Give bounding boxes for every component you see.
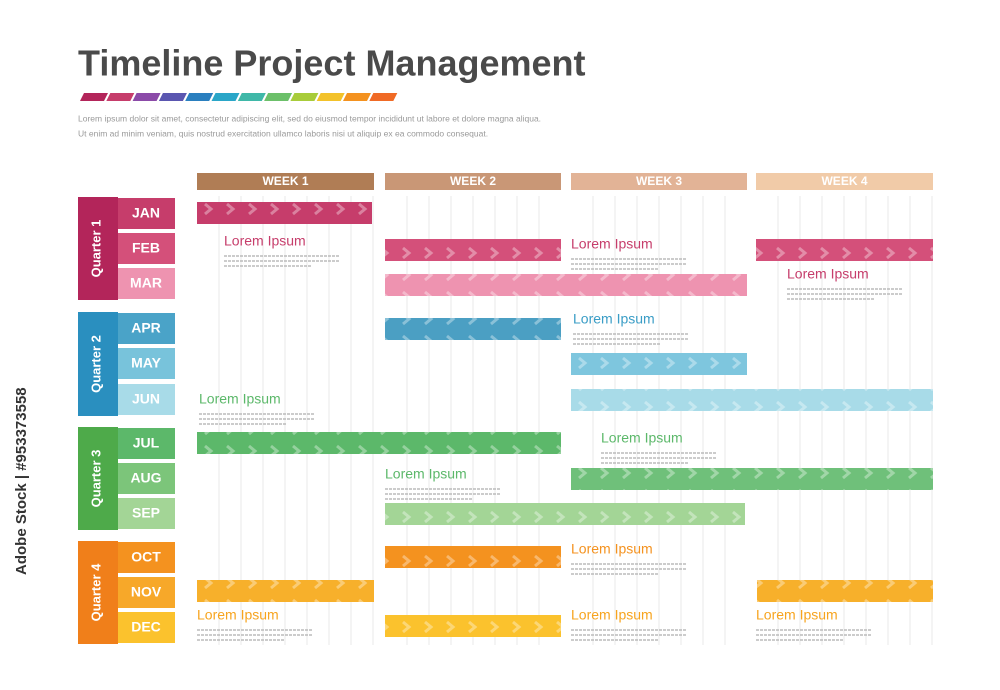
- stripe-segment: [237, 93, 266, 101]
- month-cell: [118, 612, 175, 643]
- stripe-segment: [211, 93, 240, 101]
- note-title: Lorem Ipsum: [197, 607, 279, 623]
- month-label: MAR: [130, 275, 162, 291]
- task-bar-chevrons: [385, 274, 747, 296]
- month-label: DEC: [131, 619, 161, 635]
- quarter-block: [78, 312, 118, 416]
- month-label: OCT: [131, 549, 161, 565]
- month-label: MAY: [131, 355, 161, 371]
- stripe-segment: [316, 93, 345, 101]
- month-cell: [118, 498, 175, 529]
- note-title: Lorem Ipsum: [199, 391, 281, 407]
- month-cell: [118, 198, 175, 229]
- week-header: [571, 173, 747, 190]
- month-cell: [118, 268, 175, 299]
- month-cell: [118, 428, 175, 459]
- quarter-label: Quarter 2: [88, 335, 103, 393]
- description-line: Ut enim ad minim veniam, quis nostrud ex…: [78, 128, 488, 138]
- stripe-segment: [106, 93, 135, 101]
- task-bar-chevrons: [197, 202, 372, 224]
- task-bar-chevrons: [385, 615, 561, 637]
- month-cell: [118, 384, 175, 415]
- stripe-segment: [80, 93, 108, 101]
- quarter-block: [78, 541, 118, 644]
- stripe-segment: [185, 93, 214, 101]
- month-cell: [118, 542, 175, 573]
- week-label: WEEK 4: [821, 174, 867, 188]
- note-title: Lorem Ipsum: [787, 266, 869, 282]
- stripe-segment: [343, 93, 371, 101]
- task-bar-chevrons: [385, 503, 745, 525]
- month-label: SEP: [132, 505, 160, 521]
- task-bar-chevrons: [756, 239, 933, 261]
- stripe-segment: [290, 93, 319, 101]
- stripe-segment: [264, 93, 293, 101]
- description-line: Lorem ipsum dolor sit amet, consectetur …: [78, 113, 541, 123]
- week-header: [197, 173, 374, 190]
- note-title: Lorem Ipsum: [571, 607, 653, 623]
- stripe-segment: [132, 93, 161, 101]
- month-label: APR: [131, 320, 161, 336]
- week-label: WEEK 2: [450, 174, 496, 188]
- month-label: AUG: [130, 470, 161, 486]
- task-bar-chevrons: [571, 353, 747, 375]
- note-title: Lorem Ipsum: [756, 607, 838, 623]
- task-bar-chevrons: [197, 580, 374, 602]
- title: Timeline Project Management: [78, 43, 585, 84]
- task-bar-chevrons: [571, 468, 933, 490]
- stripe-segment: [369, 93, 398, 101]
- month-label: JAN: [132, 205, 160, 221]
- quarter-label: Quarter 4: [88, 563, 103, 622]
- note-title: Lorem Ipsum: [573, 311, 655, 327]
- note-title: Lorem Ipsum: [571, 541, 653, 557]
- watermark: Adobe Stock | #953373558: [13, 387, 30, 575]
- quarter-block: [78, 197, 118, 300]
- month-cell: [118, 233, 175, 264]
- task-bar-chevrons: [385, 318, 561, 340]
- week-label: WEEK 1: [262, 174, 308, 188]
- quarter-block: [78, 427, 118, 530]
- task-bar-chevrons: [197, 432, 561, 454]
- month-cell: [118, 577, 175, 608]
- month-label: FEB: [132, 240, 160, 256]
- week-header: [385, 173, 561, 190]
- note-title: Lorem Ipsum: [571, 236, 653, 252]
- task-bar-chevrons: [385, 546, 561, 568]
- month-cell: [118, 348, 175, 379]
- month-label: JUN: [132, 391, 160, 407]
- stripe-segment: [158, 93, 187, 101]
- note-title: Lorem Ipsum: [385, 466, 467, 482]
- month-label: JUL: [133, 435, 160, 451]
- week-header: [756, 173, 933, 190]
- color-stripe: [80, 93, 398, 101]
- week-label: WEEK 3: [636, 174, 682, 188]
- quarter-label: Quarter 1: [88, 220, 103, 278]
- quarter-label: Quarter 3: [88, 450, 103, 508]
- month-cell: [118, 463, 175, 494]
- month-label: NOV: [131, 584, 162, 600]
- task-bar-chevrons: [757, 580, 933, 602]
- task-bar-chevrons: [385, 239, 561, 261]
- month-cell: [118, 313, 175, 344]
- note-title: Lorem Ipsum: [601, 430, 683, 446]
- note-title: Lorem Ipsum: [224, 233, 306, 249]
- task-bar-chevrons: [571, 389, 933, 411]
